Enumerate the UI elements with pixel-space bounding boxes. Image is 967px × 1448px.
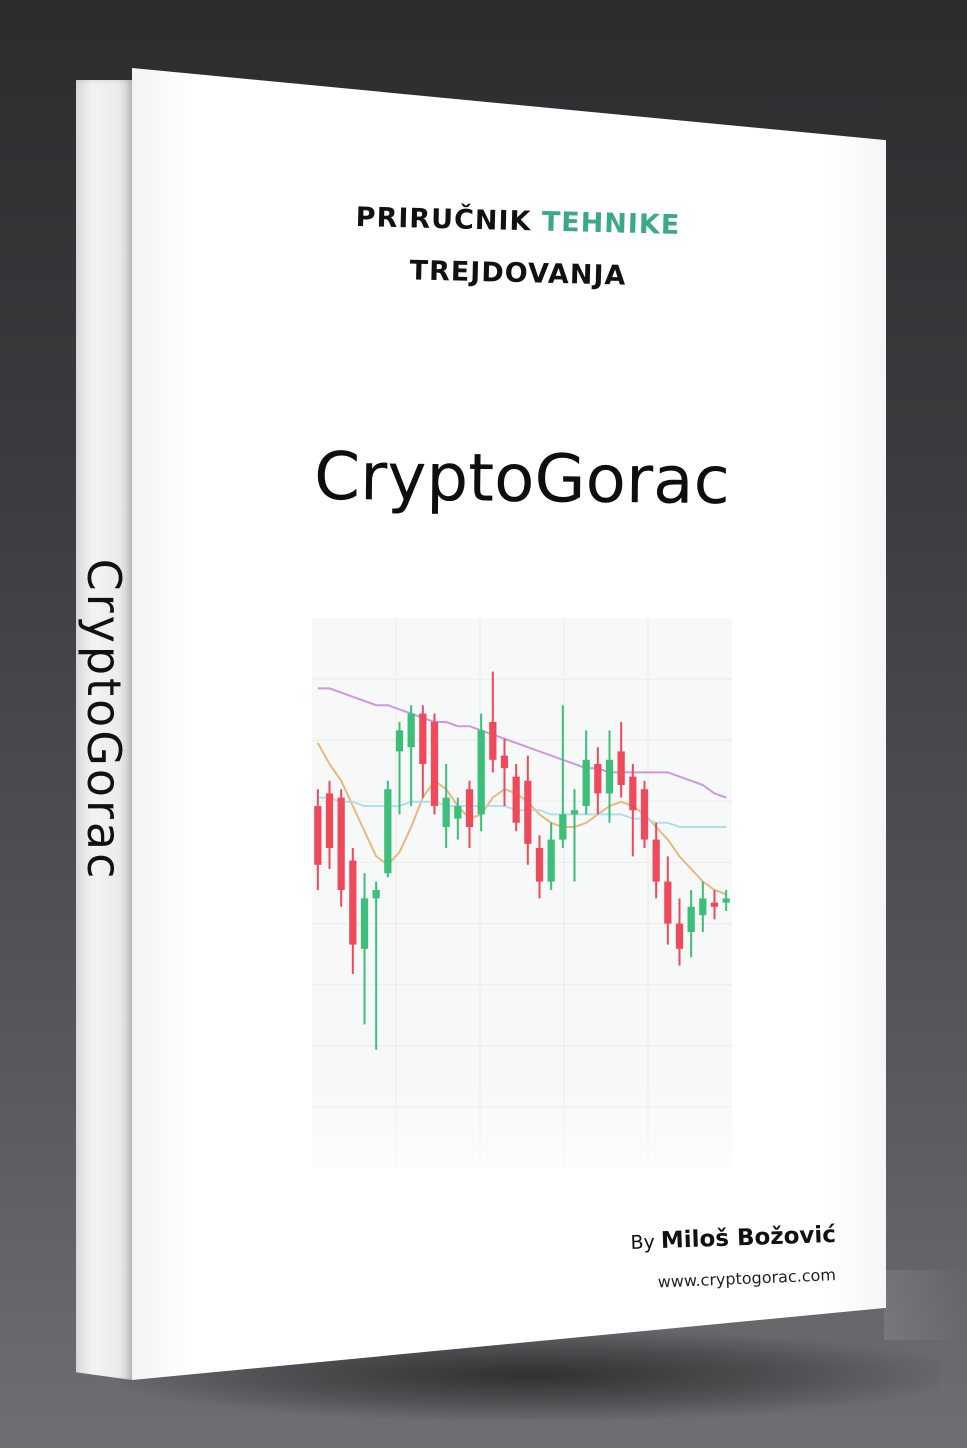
candle-body (430, 722, 439, 806)
candle-body (442, 797, 450, 827)
candle-body (664, 881, 672, 924)
candle-body (372, 890, 380, 899)
candle-body (605, 759, 614, 794)
author-prefix: By (630, 1231, 662, 1255)
candle-body (710, 902, 719, 907)
candle-body (675, 923, 684, 949)
candle-body (617, 751, 625, 785)
candle-body (699, 898, 707, 916)
candle-body (594, 764, 602, 794)
subtitle-text: PRIRUČNIK (355, 202, 543, 238)
candle-body (652, 839, 660, 882)
chart-svg (312, 618, 732, 1168)
candle-body (325, 793, 334, 848)
candle-body (640, 789, 649, 840)
candle-body (687, 906, 695, 932)
candle-body (500, 755, 509, 769)
candle-body (570, 810, 579, 815)
candlestick-chart (312, 618, 732, 1168)
cover-title: CryptoGorac (313, 437, 731, 520)
spine-title: CryptoGorac (77, 558, 131, 882)
candle-body (547, 839, 555, 882)
candle-body (629, 776, 637, 811)
candle-body (582, 759, 590, 806)
candle-body (465, 789, 474, 827)
chart-fade (312, 1078, 732, 1168)
candle-body (337, 797, 345, 890)
candle-body (477, 730, 485, 815)
candle-body (559, 814, 567, 840)
candle-body (535, 848, 544, 882)
background-glare (884, 1270, 967, 1340)
candle-body (419, 713, 427, 764)
chart-background (312, 618, 732, 1168)
candle-body (360, 898, 369, 949)
moving-average-line (317, 687, 727, 799)
subtitle-accent: TEHNIKE (541, 206, 681, 241)
candle-body (314, 806, 322, 865)
candle-body (407, 713, 415, 748)
candle-body (524, 780, 532, 844)
candle-body (384, 789, 392, 874)
candle-body (454, 806, 462, 819)
candle-body (395, 730, 404, 752)
candle-body (512, 776, 520, 823)
book-spine (76, 80, 132, 1380)
candle-body (489, 722, 497, 760)
candle-body (349, 860, 357, 945)
candle-body (722, 898, 730, 903)
